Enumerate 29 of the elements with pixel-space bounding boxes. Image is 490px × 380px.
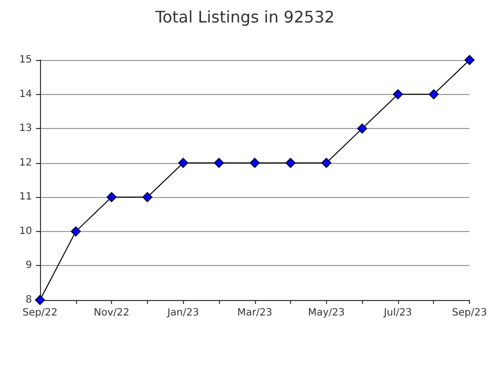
- x-tick-label: Mar/23: [237, 308, 272, 318]
- point: [392, 89, 403, 100]
- point: [35, 295, 45, 305]
- point: [428, 89, 439, 100]
- x-tick-label: Jan/23: [166, 308, 199, 318]
- y-tick-label: 10: [19, 226, 32, 237]
- y-tick-label: 13: [19, 123, 32, 134]
- y-tick-label: 8: [26, 294, 32, 306]
- y-tick-label: 11: [19, 192, 32, 203]
- point: [178, 158, 188, 168]
- point: [214, 158, 224, 168]
- point: [321, 158, 332, 168]
- point: [70, 226, 81, 236]
- y-tick-label: 9: [26, 260, 32, 272]
- point: [286, 158, 296, 168]
- point: [250, 158, 260, 168]
- point: [464, 55, 475, 65]
- point: [357, 124, 368, 134]
- x-tick-label: Sep/22: [22, 308, 58, 318]
- x-tick-label: Sep/23: [452, 308, 488, 318]
- x-tick-label: Jul/23: [382, 308, 412, 318]
- point: [106, 192, 117, 202]
- y-tick-label: 15: [19, 54, 32, 66]
- chart-title: Total Listings in 92532: [154, 8, 335, 26]
- point: [142, 192, 152, 202]
- x-tick-label: May/23: [308, 308, 345, 318]
- y-tick-label: 14: [19, 88, 32, 100]
- y-tick-label: 12: [19, 157, 32, 168]
- x-tick-label: Nov/22: [94, 308, 130, 318]
